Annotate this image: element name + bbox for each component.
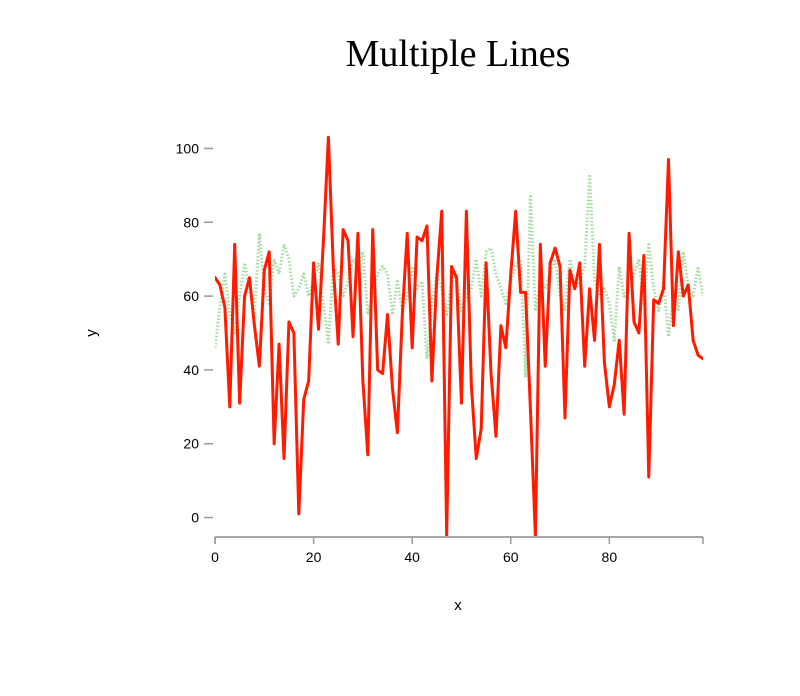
- series-layer: [215, 135, 703, 536]
- x-tick-label: 60: [503, 549, 519, 565]
- y-tick-label: 80: [183, 214, 199, 230]
- y-tick-label: 60: [183, 288, 199, 304]
- y-axis-label: y: [83, 329, 100, 337]
- x-tick-label: 40: [404, 549, 420, 565]
- x-tick-label: 20: [306, 549, 322, 565]
- x-axis-label: x: [454, 597, 462, 614]
- y-tick-label: 100: [176, 140, 200, 156]
- y-tick-label: 40: [183, 362, 199, 378]
- x-tick-label: 0: [211, 549, 219, 565]
- series-line-2: [215, 135, 703, 536]
- x-axis: 0 20 40 60 80: [211, 536, 704, 565]
- y-tick-label: 0: [191, 510, 199, 526]
- chart-title: Multiple Lines: [346, 33, 571, 75]
- series-line-1: [215, 172, 703, 379]
- x-tick-label: 80: [602, 549, 618, 565]
- y-tick-label: 20: [183, 436, 199, 452]
- y-axis: 0 20 40 60 80 100: [176, 140, 213, 526]
